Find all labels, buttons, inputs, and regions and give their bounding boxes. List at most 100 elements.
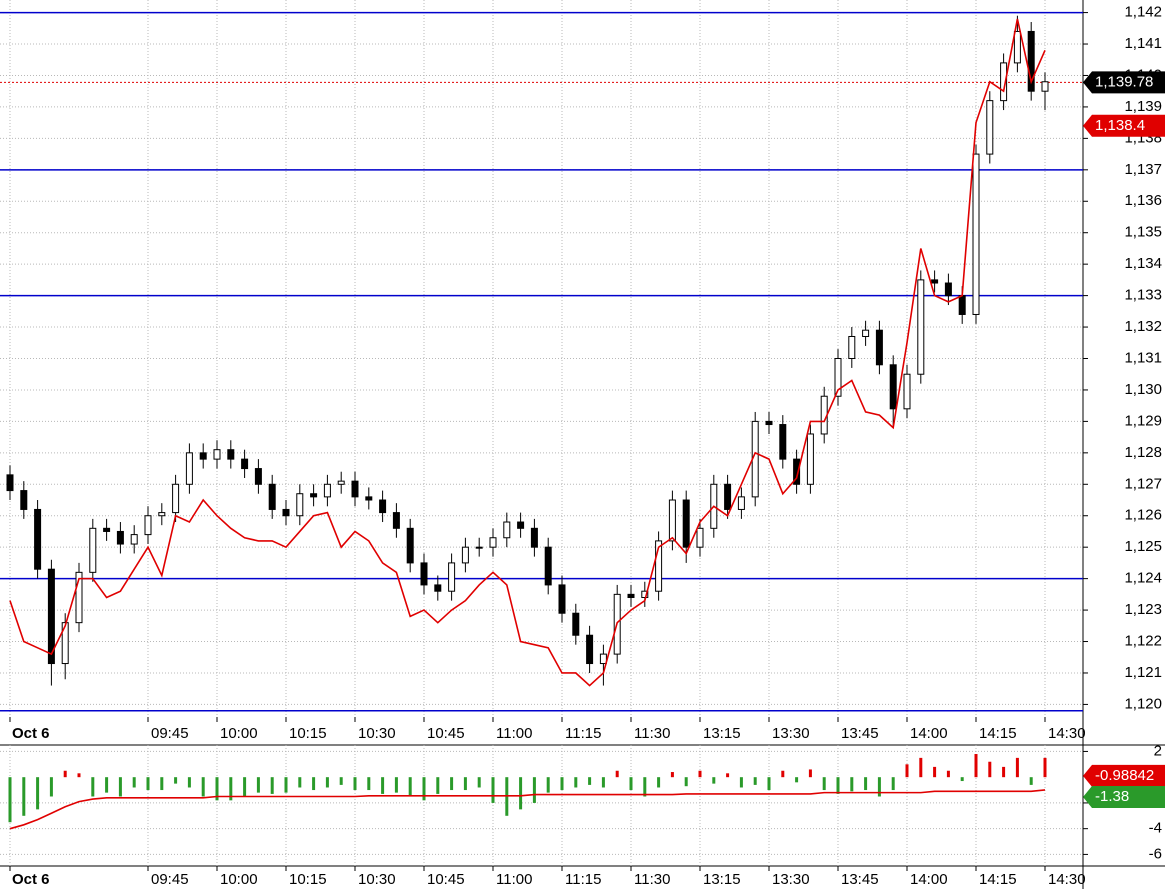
- candle-body: [889, 364, 897, 410]
- candle-body: [765, 420, 773, 426]
- y-tick-label: 1,121: [1124, 664, 1162, 681]
- histogram-bar: [946, 770, 950, 778]
- histogram-bar: [836, 777, 840, 794]
- candle-body: [1013, 30, 1021, 64]
- line-last-label-box: [1083, 114, 1165, 137]
- histogram-bar: [1029, 777, 1033, 785]
- indicator-line: [9, 18, 1046, 687]
- candle-body: [903, 373, 911, 410]
- x-tick-label: 14:15: [979, 871, 1017, 888]
- histogram-bar: [726, 773, 730, 778]
- x-tick-label: 10:45: [427, 871, 465, 888]
- y-tick-label: 1,134: [1124, 255, 1162, 272]
- candle-body: [75, 571, 83, 624]
- candle-body: [806, 433, 814, 485]
- candle-body: [682, 499, 690, 548]
- candle-body: [655, 540, 663, 592]
- y-tick-label: 1,127: [1124, 475, 1162, 492]
- x-tick-label: 10:15: [289, 725, 327, 742]
- histogram-bar: [270, 777, 274, 794]
- candle-body: [517, 521, 525, 529]
- histogram-bar: [436, 777, 440, 794]
- candle-body: [793, 458, 801, 485]
- histogram-bar: [795, 777, 799, 783]
- candle-body: [144, 515, 152, 536]
- histogram-bar: [670, 772, 674, 778]
- x-tick-label: 14:00: [910, 725, 948, 742]
- y-tick-label: 1,126: [1124, 507, 1162, 524]
- candle-body: [503, 521, 511, 539]
- y-tick-label: 1,124: [1124, 570, 1162, 587]
- candle-body: [434, 584, 442, 592]
- x-tick-label: 09:45: [151, 871, 189, 888]
- candle-body: [986, 100, 994, 155]
- histogram-bar: [394, 777, 398, 793]
- y-tick-label: 1,135: [1124, 224, 1162, 241]
- signal-line: [9, 789, 1046, 830]
- x-tick-label: 11:00: [496, 725, 532, 742]
- x-tick-label: 11:30: [634, 871, 670, 888]
- histogram-bar: [284, 777, 288, 793]
- x-tick-label: 11:00: [496, 871, 532, 888]
- histogram-bar: [105, 777, 109, 793]
- histogram-bar: [339, 777, 343, 785]
- histogram-bar: [312, 777, 316, 791]
- x-tick-label: 14:15: [979, 725, 1017, 742]
- histogram-bar: [560, 777, 564, 791]
- histogram-bar: [256, 777, 260, 793]
- histogram-bar: [132, 777, 136, 788]
- candle-body: [668, 499, 676, 542]
- histogram-bar: [767, 777, 771, 791]
- histogram-bar: [160, 777, 164, 791]
- x-tick-label: 14:30: [1048, 725, 1086, 742]
- histogram-bar: [684, 777, 688, 787]
- candle-body: [227, 449, 235, 460]
- last-price-label-box: [1083, 71, 1165, 94]
- x-tick-label: 13:30: [772, 725, 810, 742]
- candle-body: [282, 508, 290, 517]
- x-tick-label: 13:45: [841, 725, 879, 742]
- histogram-bar: [491, 777, 495, 803]
- candle-body: [475, 546, 483, 549]
- candle-body: [392, 512, 400, 529]
- histogram-bar: [519, 777, 523, 810]
- histogram-bar: [215, 777, 219, 801]
- histogram-bar: [574, 777, 578, 788]
- bar-last-label-box: [1083, 785, 1165, 808]
- candle-body: [544, 546, 552, 586]
- histogram-bar: [712, 777, 716, 784]
- y-tick-label: 1,142: [1124, 4, 1162, 21]
- histogram-bar: [532, 777, 536, 803]
- histogram-bar: [822, 777, 826, 791]
- candle-body: [116, 530, 124, 545]
- candle-body: [834, 358, 842, 397]
- histogram-bar: [174, 777, 178, 784]
- candle-body: [958, 295, 966, 315]
- candle-body: [6, 474, 14, 492]
- histogram-bar: [781, 770, 785, 778]
- histogram-bar: [353, 777, 357, 791]
- histogram-bar: [891, 777, 895, 791]
- candle-body: [448, 562, 456, 592]
- x-tick-label: 09:45: [151, 725, 189, 742]
- y-tick-label: 1,131: [1124, 349, 1162, 366]
- histogram-bar: [629, 777, 633, 791]
- candle-body: [268, 483, 276, 510]
- line-last-label-box: [1083, 764, 1165, 787]
- y-tick-label: 1,128: [1124, 444, 1162, 461]
- line-last-label: -0.98842: [1095, 767, 1154, 784]
- candle-body: [530, 527, 538, 548]
- candle-body: [158, 512, 166, 517]
- x-tick-label: 13:15: [703, 871, 741, 888]
- histogram-bar: [36, 777, 40, 810]
- x-tick-label: 14:00: [910, 871, 948, 888]
- candle-body: [779, 424, 787, 460]
- candle-body: [848, 335, 856, 360]
- histogram-bar: [1015, 757, 1019, 778]
- candle-body: [489, 537, 497, 548]
- candle-body: [254, 468, 262, 485]
- histogram-bar: [657, 777, 661, 788]
- x-tick-label: Oct 6: [12, 725, 50, 742]
- candle-body: [944, 282, 952, 297]
